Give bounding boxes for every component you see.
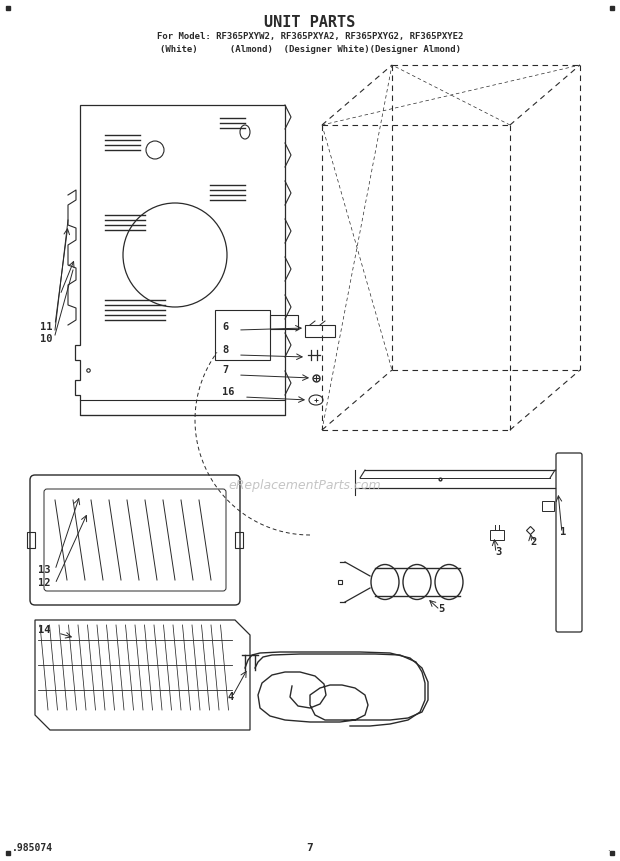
Text: 1: 1 <box>560 527 566 537</box>
Text: UNIT PARTS: UNIT PARTS <box>264 15 356 30</box>
Text: 12: 12 <box>38 578 50 588</box>
Text: eReplacementParts.com: eReplacementParts.com <box>229 479 381 492</box>
Bar <box>27 532 35 548</box>
Text: 6: 6 <box>222 322 228 332</box>
Text: 13: 13 <box>38 565 50 575</box>
Text: 11: 11 <box>40 322 53 332</box>
Text: .985074: .985074 <box>12 843 53 853</box>
Bar <box>542 501 554 511</box>
Text: 16: 16 <box>222 387 234 397</box>
Bar <box>490 530 504 540</box>
Text: 8: 8 <box>222 345 228 355</box>
Bar <box>215 310 270 360</box>
Text: For Model: RF365PXYW2, RF365PXYA2, RF365PXYG2, RF365PXYE2: For Model: RF365PXYW2, RF365PXYA2, RF365… <box>157 32 463 41</box>
Text: 10: 10 <box>40 334 53 344</box>
Bar <box>270 315 298 329</box>
Text: 14: 14 <box>38 625 50 635</box>
Text: (White)      (Almond)  (Designer White)(Designer Almond): (White) (Almond) (Designer White)(Design… <box>159 45 461 54</box>
Text: 5: 5 <box>438 604 445 614</box>
Bar <box>305 325 335 337</box>
Text: .: . <box>608 844 610 853</box>
Text: 2: 2 <box>530 537 536 547</box>
Text: 4: 4 <box>228 692 234 702</box>
Text: 7: 7 <box>307 843 313 853</box>
Bar <box>235 532 243 548</box>
Text: 3: 3 <box>495 547 501 557</box>
Text: 7: 7 <box>222 365 228 375</box>
